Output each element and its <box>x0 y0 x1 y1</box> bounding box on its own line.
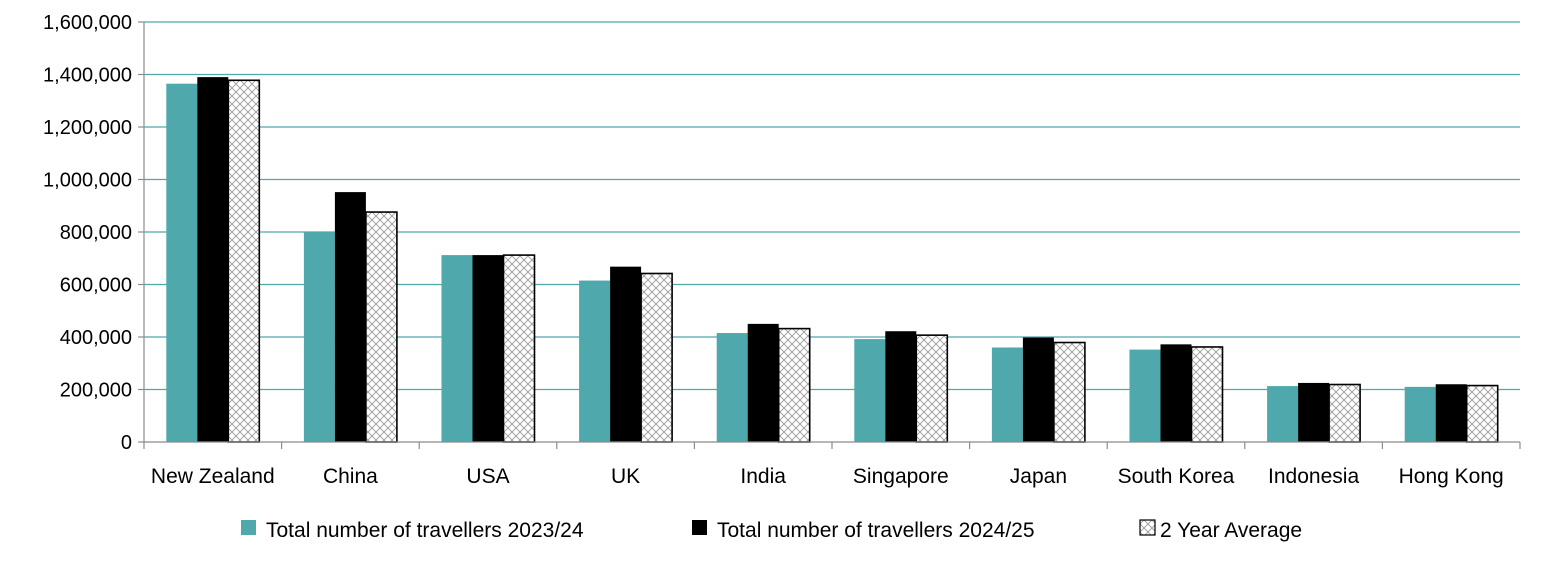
bar-2024-25-hong-kong <box>1435 384 1467 442</box>
legend-label-2-year-average: 2 Year Average <box>1160 519 1302 542</box>
legend-label-2023-24: Total number of travellers 2023/24 <box>266 519 584 542</box>
bar-2023-24-usa <box>441 255 473 442</box>
x-category-label: South Korea <box>1118 465 1235 488</box>
y-tick-label: 1,000,000 <box>43 170 132 192</box>
bar-2023-24-uk <box>579 280 611 442</box>
x-category-label: Japan <box>1010 465 1067 488</box>
bar-2023-24-japan <box>991 347 1023 442</box>
x-category-label: Singapore <box>853 465 949 488</box>
legend-label-2024-25: Total number of travellers 2024/25 <box>717 519 1035 542</box>
bar-2023-24-india <box>716 333 748 442</box>
bar-2-year-average-japan <box>1053 341 1086 443</box>
legend: Total number of travellers 2023/24 Total … <box>241 519 1302 542</box>
bar-2023-24-indonesia <box>1267 386 1299 442</box>
bar-2024-25-south-korea <box>1160 344 1192 442</box>
bar-2024-25-china <box>334 192 366 442</box>
x-category-label: USA <box>466 465 509 488</box>
bar-2023-24-hong-kong <box>1404 386 1436 442</box>
y-tick-label: 1,600,000 <box>43 12 132 34</box>
bar-2024-25-usa <box>472 255 504 442</box>
legend-swatch-2024-25 <box>692 520 707 535</box>
y-tick-label: 1,400,000 <box>43 65 132 87</box>
bar-2-year-average-india <box>777 327 811 443</box>
x-category-label: Hong Kong <box>1399 465 1504 488</box>
bar-2-year-average-south-korea <box>1190 346 1224 443</box>
bar-2024-25-india <box>747 323 779 442</box>
bar-2023-24-new-zealand <box>166 83 198 442</box>
x-category-label: UK <box>611 465 640 488</box>
legend-swatch-2023-24 <box>241 520 256 535</box>
bar-2024-25-uk <box>610 266 642 442</box>
legend-swatch-2-year-average <box>1139 519 1156 536</box>
bars <box>166 77 1499 443</box>
y-tick-label: 800,000 <box>60 222 132 244</box>
y-axis-tick-labels: 0 200,000 400,000 600,000 800,000 1,000,000 1,… <box>43 12 132 454</box>
x-category-label: Indonesia <box>1268 465 1359 488</box>
bar-2-year-average-usa <box>502 254 536 443</box>
bar-2023-24-south-korea <box>1129 349 1161 442</box>
bar-2023-24-china <box>303 232 335 442</box>
x-category-label: New Zealand <box>151 465 275 488</box>
bar-2023-24-singapore <box>854 339 886 442</box>
bar-2024-25-japan <box>1022 337 1054 442</box>
bar-2-year-average-uk <box>640 272 673 443</box>
bar-2-year-average-singapore <box>915 334 949 443</box>
bar-2-year-average-china <box>365 211 398 443</box>
x-category-label: India <box>740 465 786 488</box>
bar-2-year-average-hong-kong <box>1465 384 1499 443</box>
y-tick-label: 1,200,000 <box>43 117 132 139</box>
bar-2-year-average-indonesia <box>1328 383 1361 443</box>
x-axis-category-labels: New Zealand China USA UK India Singapore Japan… <box>151 465 1504 488</box>
bar-2024-25-singapore <box>885 331 917 442</box>
y-tick-label: 600,000 <box>60 275 132 297</box>
y-tick-label: 400,000 <box>60 327 132 349</box>
y-tick-label: 200,000 <box>60 380 132 402</box>
axes <box>138 21 1521 449</box>
bar-2-year-average-new-zealand <box>227 79 261 443</box>
bar-2024-25-new-zealand <box>197 77 229 442</box>
bar-2024-25-indonesia <box>1298 382 1330 442</box>
x-category-label: China <box>323 465 378 488</box>
y-tick-label: 0 <box>121 432 132 454</box>
